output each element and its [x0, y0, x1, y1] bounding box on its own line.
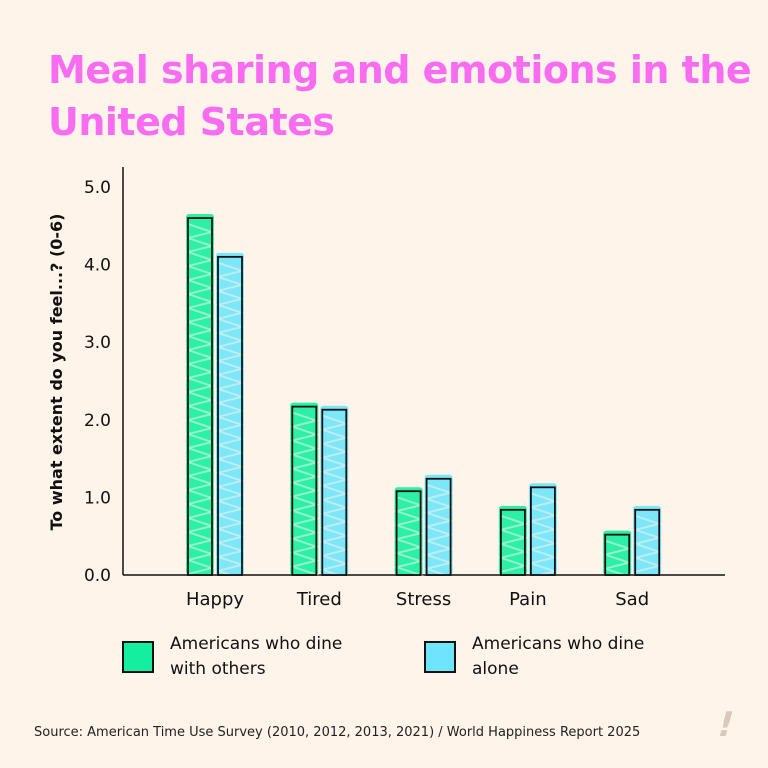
y-axis-label: To what extent do you feel...? (0-6) [47, 214, 66, 531]
bar-happy-0 [187, 217, 213, 576]
legend-item-others: Americans who dine with others [122, 632, 370, 682]
source-note: Source: American Time Use Survey (2010, … [34, 725, 641, 740]
bar-stress-1 [425, 477, 452, 576]
y-tick-label: 2.0 [84, 411, 111, 431]
legend-label: Americans who dine with others [170, 634, 343, 679]
bar-pain-0 [499, 508, 526, 576]
bar-tired-0 [291, 405, 318, 576]
legend-swatch-green [122, 641, 154, 673]
y-tick-label: 4.0 [84, 256, 111, 276]
y-tick-label: 3.0 [84, 333, 111, 353]
x-tick-label: Sad [615, 589, 649, 610]
bar-chart: 0.0 1.0 2.0 3.0 4.0 5.0 To what extent do you … [47, 167, 725, 610]
x-tick-label: Happy [186, 589, 244, 610]
legend-label: Americans who dine alone [472, 634, 645, 679]
logo: ! [712, 705, 739, 745]
legend-swatch-blue [424, 641, 456, 673]
bar-tired-1 [321, 408, 348, 576]
bar-sad-0 [604, 533, 631, 576]
x-tick-label: Stress [396, 589, 451, 610]
bar-happy-1 [217, 255, 243, 576]
bar-stress-0 [395, 490, 422, 576]
y-tick-label: 0.0 [84, 566, 111, 586]
legend-item-alone: Americans who dine alone [424, 632, 672, 682]
x-tick-label: Pain [509, 589, 547, 610]
chart-title: Meal sharing and emotions in the United … [48, 48, 752, 144]
bar-sad-1 [634, 508, 661, 576]
y-tick-label: 1.0 [84, 488, 111, 508]
bar-pain-1 [530, 486, 556, 576]
bar-fill-happy [186, 214, 214, 576]
x-tick-label: Tired [296, 589, 342, 610]
y-tick-label: 5.0 [84, 178, 111, 198]
